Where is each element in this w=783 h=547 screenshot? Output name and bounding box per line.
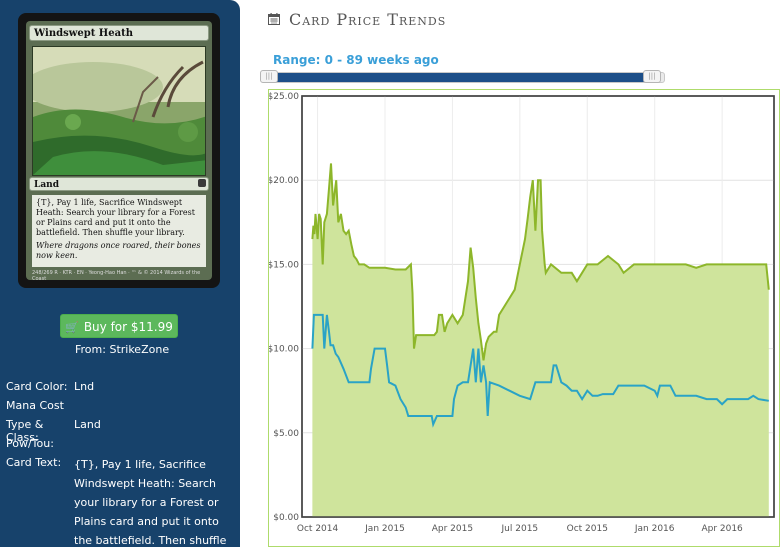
card-footer: 248/269 R · KTR · EN · Yeong-Hao Han · ™… — [32, 270, 201, 282]
x-tick-label: Jul 2015 — [501, 524, 539, 534]
y-tick-label: $0.00 — [273, 513, 299, 523]
x-tick-label: Oct 2014 — [297, 524, 339, 534]
y-tick-label: $5.00 — [273, 429, 299, 439]
plot-border — [301, 95, 775, 518]
series-paper-line — [311, 163, 770, 361]
range-label: Range: 0 - 89 weeks ago — [273, 53, 439, 67]
section-title: Card Price Trends — [289, 10, 447, 29]
card-flavor-text: Where dragons once roared, their bones n… — [36, 241, 201, 260]
detail-value: Land — [74, 418, 101, 431]
price-chart-svg: $0.00 $5.00 $10.00 $15.00 $20.00 $25.00 Oct 20… — [269, 92, 775, 534]
buy-button-label: Buy for $11.99 — [83, 320, 173, 334]
detail-label: Card Text: — [6, 456, 62, 469]
detail-card-text-value: {T}, Pay 1 life, Sacrifice Windswept Hea… — [74, 458, 227, 547]
detail-label: Card Color: — [6, 380, 68, 393]
series-paper-area — [312, 163, 769, 517]
card-artwork — [32, 46, 206, 176]
y-tick-label: $25.00 — [269, 92, 299, 102]
card-frame: Windswept Heath Land {T}, Pay — [26, 21, 212, 282]
price-chart: $0.00 $5.00 $10.00 $15.00 $20.00 $25.00 Oct 20… — [268, 89, 780, 547]
y-tick-label: $10.00 — [269, 345, 299, 355]
cart-icon: 🛒 — [65, 321, 79, 334]
calendar-icon — [268, 13, 280, 25]
range-slider-fill — [269, 73, 654, 82]
detail-label: Type & Class: — [6, 418, 44, 444]
range-end-handle[interactable]: ||| — [643, 70, 661, 83]
card-type-line: Land — [29, 177, 209, 191]
card-sidebar: Windswept Heath Land {T}, Pay — [0, 0, 240, 547]
set-symbol-icon — [198, 179, 206, 187]
y-tick-label: $15.00 — [269, 260, 299, 270]
series-foil-line — [311, 313, 769, 428]
x-tick-label: Jan 2015 — [364, 524, 405, 534]
detail-label: Mana Cost — [6, 399, 64, 412]
x-tick-label: Apr 2015 — [432, 524, 473, 534]
detail-value: Lnd — [74, 380, 95, 393]
range-start-handle[interactable]: ||| — [260, 70, 278, 83]
card-rules-box: {T}, Pay 1 life, Sacrifice Windswept Hea… — [32, 195, 206, 267]
x-tick-label: Jan 2016 — [634, 524, 675, 534]
buy-button[interactable]: 🛒 Buy for $11.99 — [60, 314, 178, 338]
x-tick-label: Apr 2016 — [701, 524, 743, 534]
x-tick-label: Oct 2015 — [567, 524, 608, 534]
card-name: Windswept Heath — [29, 25, 209, 41]
card-image: Windswept Heath Land {T}, Pay — [18, 13, 220, 288]
card-rules-text: {T}, Pay 1 life, Sacrifice Windswept Hea… — [36, 198, 195, 237]
landscape-artwork — [33, 47, 205, 175]
y-tick-label: $20.00 — [269, 176, 299, 186]
detail-label: Pow/Tou: — [6, 437, 54, 450]
buy-vendor: From: StrikeZone — [75, 343, 170, 356]
range-slider[interactable]: ||| ||| — [260, 70, 665, 83]
